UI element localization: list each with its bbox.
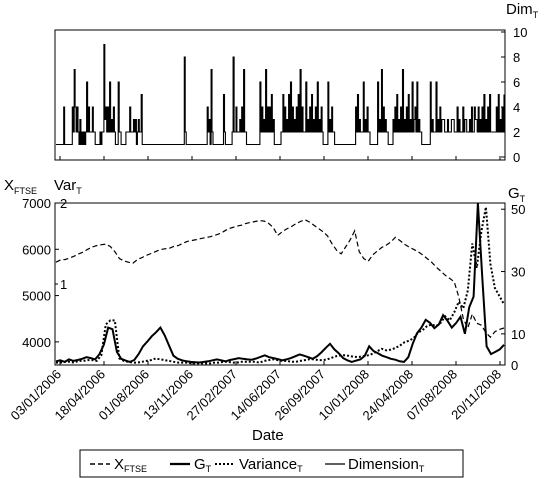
g-y-ticks: 0 10 30 50 [501, 202, 525, 373]
ftse-series-line [55, 219, 505, 339]
legend-item-g: GT [170, 456, 212, 474]
main-x-ticks [59, 361, 501, 365]
dimension-y-tick-label: 10 [513, 25, 527, 40]
g-axis-title: GT [508, 185, 526, 204]
legend-label-ftse: XFTSE [114, 456, 147, 474]
legend-item-dimension: DimensionT [325, 456, 425, 474]
variance-axis-title: VarT [54, 177, 82, 196]
ftse-y-ticks: 4000 5000 6000 7000 [22, 196, 59, 350]
ftse-y-tick-label: 7000 [22, 196, 51, 211]
dimension-x-ticks [59, 156, 501, 160]
legend: XFTSE GT VarianceT DimensionT [79, 449, 464, 478]
dimension-y-tick-label: 4 [513, 100, 520, 115]
dimension-y-tick-label: 8 [513, 50, 520, 65]
g-y-tick-label: 0 [511, 358, 518, 373]
g-y-tick-label: 10 [511, 327, 525, 342]
dimension-y-tick-label: 0 [513, 150, 520, 165]
ftse-y-tick-label: 6000 [22, 242, 51, 257]
legend-frame [79, 449, 464, 478]
ftse-axis-title: XFTSE [4, 177, 37, 196]
legend-item-variance: VarianceT [215, 456, 303, 474]
variance-y-tick-label: 1 [60, 277, 67, 292]
dimension-panel: 0 2 4 6 8 10 DimT [54, 1, 539, 165]
g-series-line [55, 202, 505, 364]
variance-y-ticks: 12 [55, 196, 67, 292]
ftse-y-tick-label: 4000 [22, 335, 51, 350]
ftse-y-tick-label: 5000 [22, 289, 51, 304]
dimension-series-line [56, 43, 505, 146]
g-y-tick-label: 30 [511, 265, 525, 280]
dimension-y-tick-label: 6 [513, 75, 520, 90]
variance-series-line [56, 206, 505, 365]
dimension-axis-title: DimT [506, 1, 539, 20]
legend-label-dimension: DimensionT [348, 456, 425, 474]
main-panel-frame [54, 202, 506, 366]
g-y-tick-label: 50 [511, 202, 525, 217]
dimension-y-tick-label: 2 [513, 125, 520, 140]
dimension-y-ticks: 0 2 4 6 8 10 [501, 25, 527, 165]
x-tick-labels: 03/01/200618/04/200601/08/200613/11/2006… [7, 367, 504, 424]
legend-label-g: GT [194, 456, 212, 474]
variance-y-tick-label: 2 [60, 196, 67, 211]
x-axis-title: Date [252, 427, 284, 444]
legend-item-ftse: XFTSE [90, 456, 147, 474]
legend-label-variance: VarianceT [239, 456, 303, 474]
